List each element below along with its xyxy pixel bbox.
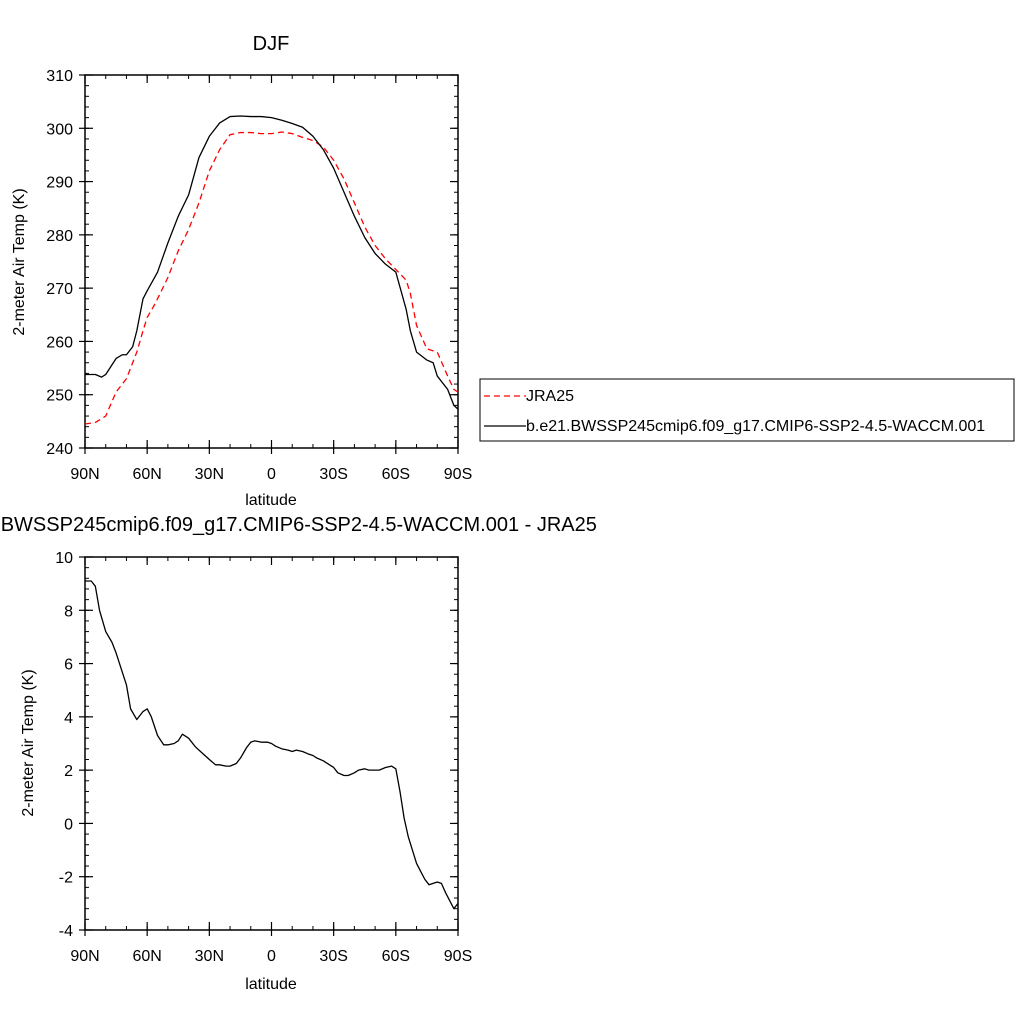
x-tick-label: 30S bbox=[319, 948, 347, 965]
plot-frame bbox=[84, 74, 459, 449]
y-tick-label: 300 bbox=[46, 121, 73, 138]
series-line-model bbox=[85, 115, 459, 410]
y-tick-label: 270 bbox=[46, 281, 73, 298]
y-axis: -4 -2 0 2 4 6 8 10 bbox=[55, 550, 458, 940]
x-tick-label: 60S bbox=[382, 466, 410, 483]
y-axis: 240 250 260 270 280 290 300 310 bbox=[46, 68, 458, 458]
x-tick-label: 60N bbox=[132, 948, 161, 965]
series-layer bbox=[85, 580, 459, 910]
x-axis-label: latitude bbox=[245, 492, 297, 509]
y-tick-label: 2 bbox=[64, 763, 73, 780]
y-tick-label: 8 bbox=[64, 603, 73, 620]
series-line-jra25 bbox=[84, 131, 459, 425]
x-tick-label: 30N bbox=[195, 948, 224, 965]
x-tick-label: 0 bbox=[267, 948, 276, 965]
legend-label-jra25: JRA25 bbox=[526, 388, 574, 405]
y-tick-label: 290 bbox=[46, 175, 73, 192]
y-tick-label: 6 bbox=[64, 657, 73, 674]
panel-top: DJF 240 250 260 270 280 290 300 310 90N 60N 30N 0 3… bbox=[11, 33, 472, 509]
x-axis: 90N 60N 30N 0 30S 60S 90S bbox=[70, 557, 472, 965]
y-tick-label: 310 bbox=[46, 68, 73, 85]
chart-title: DJF bbox=[253, 33, 290, 55]
x-tick-label: 90N bbox=[70, 948, 99, 965]
y-tick-label: 240 bbox=[46, 441, 73, 458]
legend-box bbox=[479, 378, 1015, 442]
chart-title: b.e21.BWSSP245cmip6.f09_g17.CMIP6-SSP2-4… bbox=[0, 514, 597, 536]
series-layer bbox=[84, 115, 459, 425]
x-tick-label: 0 bbox=[267, 466, 276, 483]
y-tick-label: 250 bbox=[46, 388, 73, 405]
y-tick-label: 4 bbox=[64, 710, 73, 727]
y-tick-label: 10 bbox=[55, 550, 73, 567]
panel-bottom: b.e21.BWSSP245cmip6.f09_g17.CMIP6-SSP2-4… bbox=[0, 514, 597, 993]
x-tick-label: 90N bbox=[70, 466, 99, 483]
y-tick-label: 260 bbox=[46, 334, 73, 351]
x-axis: 90N 60N 30N 0 30S 60S 90S bbox=[70, 75, 472, 483]
x-tick-label: 30N bbox=[195, 466, 224, 483]
legend-label-model: b.e21.BWSSP245cmip6.f09_g17.CMIP6-SSP2-4… bbox=[526, 418, 985, 435]
x-tick-label: 60N bbox=[132, 466, 161, 483]
y-tick-label: -4 bbox=[59, 923, 73, 940]
x-tick-label: 90S bbox=[444, 466, 472, 483]
y-axis-label: 2-meter Air Temp (K) bbox=[20, 669, 37, 816]
y-tick-label: -2 bbox=[59, 870, 73, 887]
series-line-model bbox=[85, 580, 459, 910]
x-tick-label: 90S bbox=[444, 948, 472, 965]
x-tick-label: 60S bbox=[382, 948, 410, 965]
y-tick-label: 280 bbox=[46, 228, 73, 245]
legend: JRA25 b.e21.BWSSP245cmip6.f09_g17.CMIP6-… bbox=[479, 378, 1015, 442]
x-axis-label: latitude bbox=[245, 976, 297, 993]
x-tick-label: 30S bbox=[319, 466, 347, 483]
y-tick-label: 0 bbox=[64, 816, 73, 833]
y-axis-label: 2-meter Air Temp (K) bbox=[11, 188, 28, 335]
